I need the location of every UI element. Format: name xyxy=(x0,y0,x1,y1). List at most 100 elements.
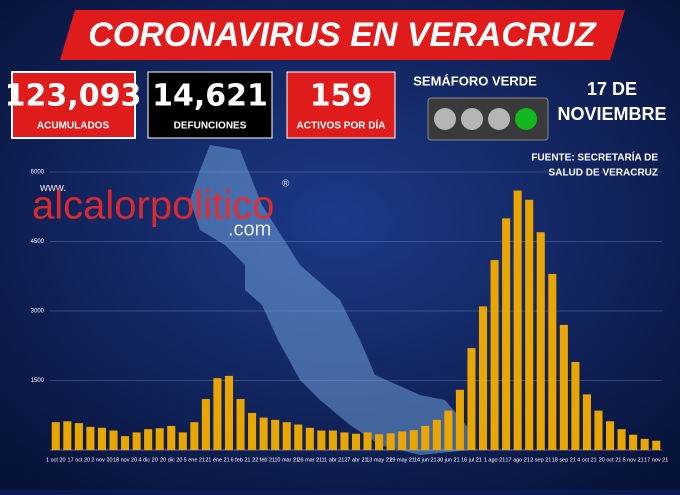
bar xyxy=(144,429,153,450)
stat-value: 123,093 xyxy=(5,79,142,114)
x-tick-label: 17 oct 20 xyxy=(68,457,91,463)
bar xyxy=(259,417,268,450)
x-tick-label: 14 jun 21 xyxy=(414,457,437,463)
x-tick-label: 4 dic 20 xyxy=(139,457,158,463)
bar xyxy=(236,399,245,450)
bar xyxy=(409,430,418,450)
bar xyxy=(421,425,430,450)
bar xyxy=(178,432,187,450)
x-tick-label: 11 abr 21 xyxy=(321,457,344,463)
y-tick-label: 1500 xyxy=(31,378,45,384)
bar xyxy=(305,427,314,450)
bar xyxy=(271,419,280,450)
x-tick-label: 13 may 21 xyxy=(366,457,392,463)
light-green xyxy=(515,108,537,130)
bar xyxy=(490,260,499,450)
date: NOVIEMBRE xyxy=(557,104,666,124)
stat-box xyxy=(11,71,136,139)
bar xyxy=(248,412,257,450)
date: 17 DE xyxy=(587,79,637,99)
bar xyxy=(375,434,384,450)
bar xyxy=(317,430,326,450)
bar xyxy=(455,389,464,450)
light xyxy=(488,108,510,130)
x-tick-label: 17 ago 21 xyxy=(505,457,529,463)
bar xyxy=(467,348,476,450)
x-tick-label: 16 jul 21 xyxy=(461,457,482,463)
x-tick-label: 26 mar 21 xyxy=(297,457,322,463)
bar xyxy=(478,306,488,450)
bar xyxy=(386,433,395,450)
x-tick-label: 27 abr 21 xyxy=(344,457,367,463)
bar xyxy=(121,436,130,450)
x-tick-label: 18 sep 21 xyxy=(552,457,576,463)
y-tick-label: 4500 xyxy=(31,239,45,245)
y-tick-label: 3000 xyxy=(31,309,45,315)
bar xyxy=(444,410,453,450)
bar xyxy=(109,430,118,450)
bar xyxy=(351,433,361,450)
bar xyxy=(190,422,199,450)
x-tick-label: 5 ene 21 xyxy=(184,457,205,463)
bar xyxy=(132,432,141,450)
x-tick-label: 2 nov 20 xyxy=(91,457,112,463)
bar xyxy=(571,361,580,450)
bar xyxy=(51,422,60,450)
bar xyxy=(224,375,234,450)
bar xyxy=(74,423,83,450)
bar xyxy=(652,440,661,450)
bar xyxy=(97,427,107,450)
title: CORONAVIRUS EN VERACRUZ xyxy=(88,16,597,54)
watermark: alcalorpolitico xyxy=(32,184,274,228)
plot: 1500 3000 4500 6000 1 oct 20 17 oct 20 2 nov 2… xyxy=(31,170,669,464)
stat-value: 159 xyxy=(310,79,373,114)
bar xyxy=(536,232,545,450)
bar xyxy=(629,434,638,450)
watermark-www: www. xyxy=(39,182,66,194)
bar xyxy=(328,430,337,450)
x-tick-label: 4 oct 21 xyxy=(577,457,597,463)
title-banner xyxy=(60,10,625,60)
x-tick-label: 5 nov 21 xyxy=(623,457,644,463)
stat-label: ACTIVOS POR DÍA xyxy=(297,119,386,132)
bar xyxy=(213,378,222,450)
x-tick-label: 20 oct 21 xyxy=(599,457,622,463)
bar xyxy=(605,421,615,450)
x-tick-label: 10 mar 21 xyxy=(274,457,299,463)
x-tick-label: 6 feb 21 xyxy=(231,457,251,463)
x-tick-label: 30 jun 21 xyxy=(437,457,460,463)
bar xyxy=(363,432,372,450)
light xyxy=(461,108,483,130)
stat-value: 14,621 xyxy=(152,79,268,114)
source: FUENTE: SECRETARÍA DE xyxy=(531,151,658,164)
stat-label: DEFUNCIONES xyxy=(174,121,247,132)
bar xyxy=(294,424,303,450)
y-tick-label: 6000 xyxy=(31,170,45,176)
x-tick-label: 1 oct 20 xyxy=(46,457,66,463)
bar xyxy=(513,190,522,451)
x-tick-label: 29 may 21 xyxy=(389,457,415,463)
semaphore-label: SEMÁFORO VERDE xyxy=(413,73,537,88)
x-tick-label: 22 feb 21 xyxy=(252,457,275,463)
x-tick-label: 17 nov 21 xyxy=(644,457,668,463)
bar xyxy=(548,273,557,450)
bar xyxy=(559,324,568,450)
x-tick-label: 1 ago 21 xyxy=(484,457,505,463)
bar xyxy=(582,394,591,450)
bar xyxy=(63,421,72,450)
stat-box xyxy=(286,71,396,139)
x-tick-label: 21 ene 21 xyxy=(205,457,229,463)
bar xyxy=(167,425,176,450)
bar xyxy=(640,438,649,450)
bar xyxy=(340,432,349,450)
x-tick-label: 20 dic 20 xyxy=(160,457,182,463)
light xyxy=(434,108,456,130)
bar xyxy=(594,410,603,450)
bar xyxy=(155,428,164,450)
x-tick-label: 18 nov 20 xyxy=(113,457,137,463)
bar xyxy=(282,422,291,450)
source: SALUD DE VERACRUZ xyxy=(549,168,658,179)
bar xyxy=(86,426,95,450)
stat-box xyxy=(147,71,273,139)
